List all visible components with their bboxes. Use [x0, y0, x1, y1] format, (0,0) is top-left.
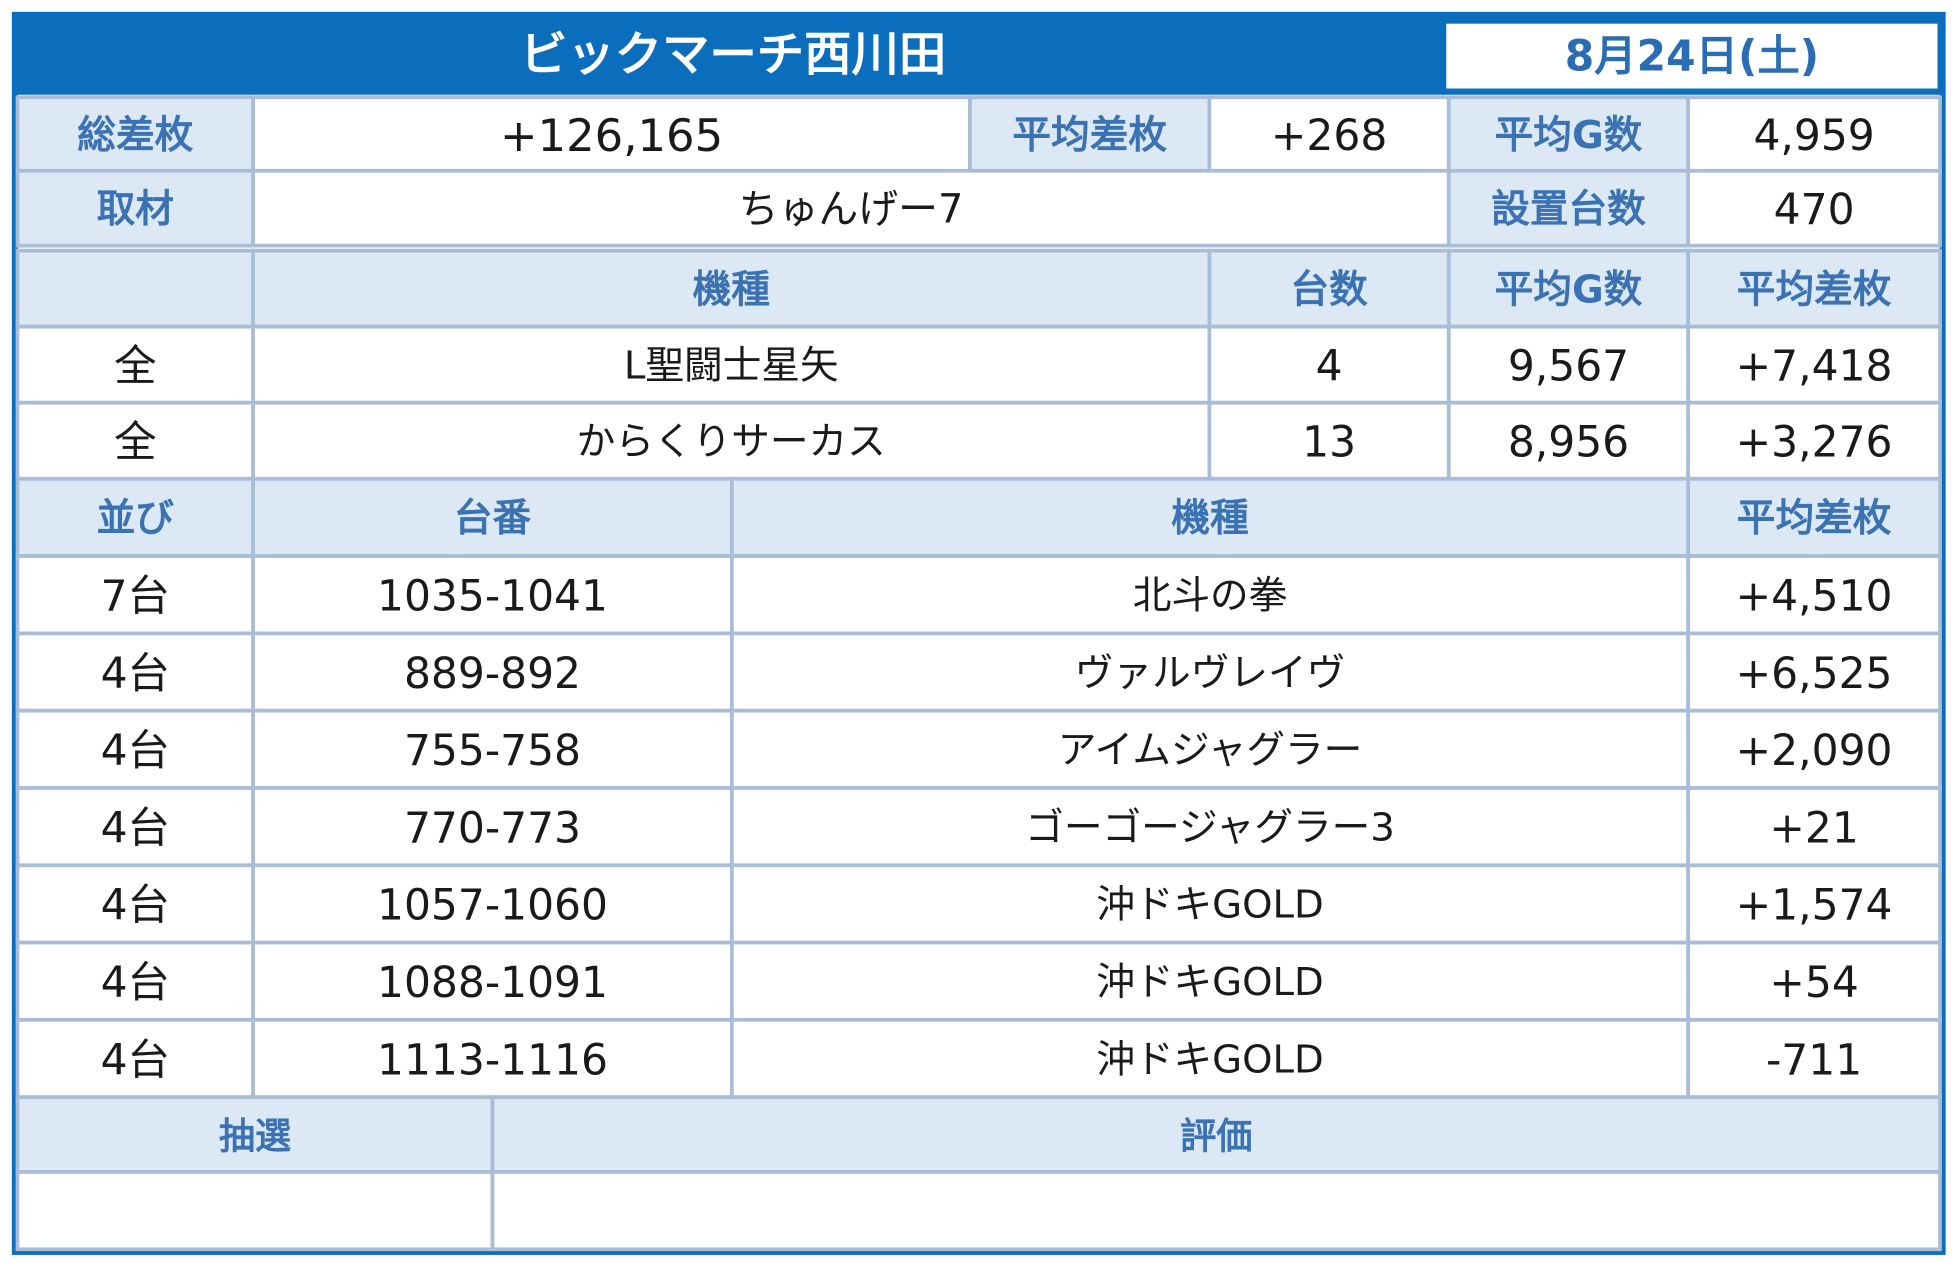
header-cell: [730, 476, 1691, 558]
cell-text: 470: [1774, 185, 1855, 234]
cell-text: 沖ドキGOLD: [1096, 960, 1324, 1005]
cell-text: +1,574: [1736, 881, 1893, 930]
cell: [15, 554, 255, 636]
header-label: 平均差枚: [1737, 267, 1892, 312]
cell: [1686, 168, 1942, 248]
cell-text: ヴァルヴレイヴ: [1075, 651, 1346, 696]
cell-text: 北斗の拳: [1133, 573, 1288, 618]
header-label: 台番: [454, 496, 532, 541]
cell-text: ゴーゴージャグラー3: [1025, 805, 1395, 850]
header-cell: [1686, 248, 1942, 329]
cell: [1686, 940, 1942, 1022]
cell-text: 13: [1302, 417, 1356, 466]
cell-text: 4台: [101, 881, 170, 930]
header-cell: [1207, 248, 1451, 329]
cell: [15, 400, 255, 481]
cell-text: +268: [1271, 111, 1387, 160]
cell-text: 1113-1116: [377, 1035, 608, 1084]
cell-text: +2,090: [1736, 726, 1893, 775]
cell-text: +21: [1769, 803, 1858, 852]
cell-text: ちゅんげー7: [739, 186, 964, 232]
header-label: 平均差枚: [1012, 113, 1167, 158]
header-label: 機種: [1171, 496, 1248, 541]
header-cell: [1686, 476, 1942, 558]
cell: [251, 324, 1212, 405]
cell-text: アイムジャグラー: [1058, 728, 1363, 773]
cell-text: 全: [114, 341, 156, 390]
cell: [490, 1170, 1942, 1252]
cell-text: +4,510: [1736, 571, 1893, 620]
cell: [251, 400, 1212, 481]
cell-text: 7台: [101, 571, 170, 620]
header-label: 抽選: [219, 1114, 291, 1157]
cell: [1686, 554, 1942, 636]
cell-text: 4台: [101, 1035, 170, 1084]
cell-text: 755-758: [404, 726, 581, 775]
cell: [251, 168, 1451, 248]
cell: [251, 1018, 734, 1100]
cell-text: 1088-1091: [377, 958, 608, 1007]
header-cell: [15, 248, 255, 329]
cell-text: 1057-1060: [377, 881, 608, 930]
date: 8月24日(土): [1565, 32, 1819, 81]
cell: [15, 631, 255, 713]
cell: [730, 554, 1691, 636]
header-label: 平均G数: [1495, 113, 1643, 158]
cell-text: +3,276: [1736, 417, 1893, 466]
cell-text: -711: [1766, 1035, 1862, 1084]
header-cell: [15, 476, 255, 558]
cell-text: 4台: [101, 649, 170, 698]
cell-text: からくりサーカス: [577, 419, 886, 464]
cell-text: L聖闘士星矢: [624, 343, 839, 388]
cell: [15, 324, 255, 405]
cell-text: 全: [114, 417, 156, 466]
header-label: 平均差枚: [1737, 496, 1892, 541]
cell: [1207, 324, 1451, 405]
header-label: 評価: [1180, 1114, 1252, 1157]
cell: [1686, 786, 1942, 868]
cell-text: 9,567: [1508, 341, 1629, 390]
header-label: 機種: [693, 267, 770, 312]
cell: [730, 631, 1691, 713]
header-cell: [15, 1095, 495, 1174]
cell: [1686, 863, 1942, 945]
header-label: 平均G数: [1495, 267, 1643, 312]
cell-text: +54: [1769, 958, 1858, 1007]
cell: [251, 940, 734, 1022]
cell-text: 沖ドキGOLD: [1096, 1037, 1324, 1082]
header-cell: [251, 476, 734, 558]
cell-text: 4台: [101, 726, 170, 775]
header-label: 並び: [97, 496, 175, 541]
cell-text: +6,525: [1736, 649, 1893, 698]
cell-text: 4,959: [1753, 111, 1874, 160]
cell: [1686, 400, 1942, 481]
store-title: ビックマーチ西川田: [520, 27, 946, 82]
cell-text: 1035-1041: [377, 571, 608, 620]
header-label: 台数: [1290, 267, 1368, 312]
cell-text: 770-773: [404, 803, 581, 852]
header-label: 取材: [97, 187, 174, 232]
cell-text: 沖ドキGOLD: [1096, 883, 1324, 928]
cell-text: +7,418: [1736, 341, 1893, 390]
cell-text: 4台: [101, 958, 170, 1007]
header-cell: [1446, 168, 1691, 248]
cell: [15, 863, 255, 945]
cell: [1686, 95, 1942, 173]
cell: [15, 1170, 495, 1252]
cell: [730, 1018, 1691, 1100]
header-label: 総差枚: [77, 113, 193, 158]
cell-text: 4: [1316, 341, 1343, 390]
cell-text: 889-892: [404, 649, 581, 698]
cell: [15, 940, 255, 1022]
cell-text: 4台: [101, 803, 170, 852]
cell: [251, 863, 734, 945]
header-label: 設置台数: [1491, 187, 1646, 232]
date-box: [1446, 23, 1938, 89]
cell-text: +126,165: [500, 109, 723, 162]
cell-text: 8,956: [1508, 417, 1629, 466]
